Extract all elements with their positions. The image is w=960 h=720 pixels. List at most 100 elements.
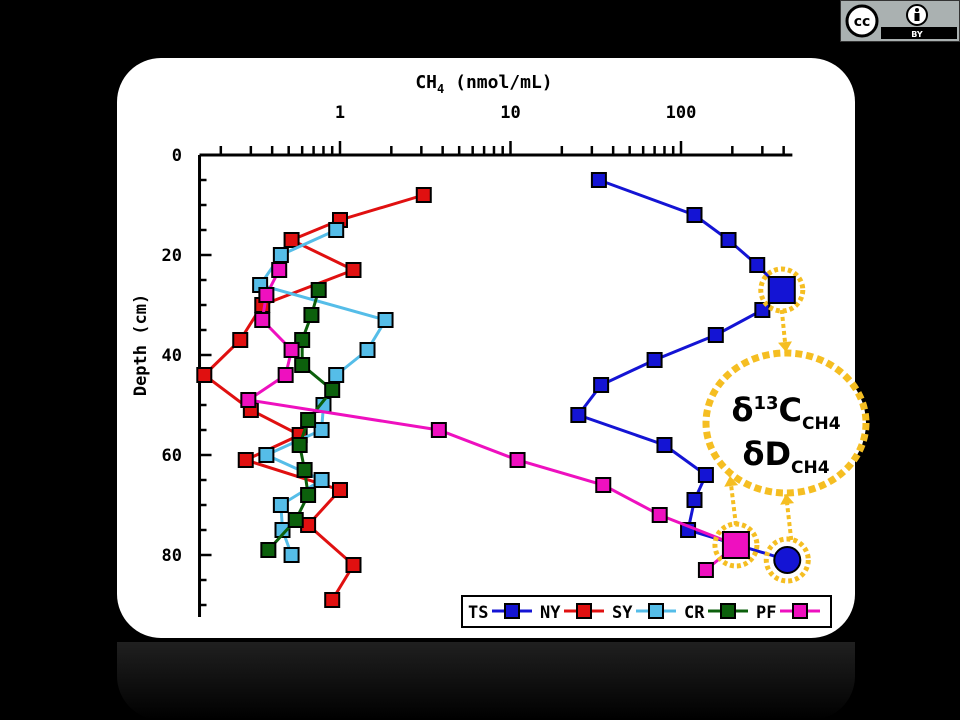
isotope-arrow-head: [780, 494, 795, 505]
data-point: [593, 377, 610, 393]
data-point: [707, 327, 724, 343]
isotope-arrow-head: [724, 476, 739, 487]
legend-marker: [720, 603, 736, 619]
card-reflection: [117, 642, 855, 720]
data-point: [570, 407, 587, 423]
legend-marker: [576, 603, 592, 619]
data-point: [258, 447, 275, 463]
data-point: [656, 437, 673, 453]
data-point: [291, 437, 308, 453]
data-point: [595, 477, 612, 493]
x-axis-title: CH4 (nmol/mL): [415, 72, 552, 96]
data-point: [324, 592, 341, 608]
series-line: [202, 193, 425, 601]
data-point: [258, 287, 275, 303]
legend-label: PF: [756, 603, 776, 623]
data-point: [313, 422, 330, 438]
x-axis-title-unit: (nmol/mL): [444, 72, 552, 93]
data-point: [646, 352, 663, 368]
data-point: [300, 487, 317, 503]
x-tick-label: 1: [335, 103, 345, 123]
data-point: [283, 342, 300, 358]
data-point: [296, 462, 313, 478]
cc-by-icon: cc BY: [843, 3, 957, 39]
data-point: [345, 557, 362, 573]
x-tick-label: 10: [500, 103, 520, 123]
data-point: [430, 422, 447, 438]
data-point: [272, 497, 289, 513]
delta-symbol: δ: [742, 435, 764, 473]
data-point: [240, 392, 257, 408]
data-point: [328, 367, 345, 383]
x-tick-label: 100: [666, 103, 697, 123]
delta-symbol: δ: [731, 391, 753, 429]
data-point: [254, 312, 271, 328]
data-point: [237, 452, 254, 468]
data-point: [196, 367, 213, 383]
data-point: [274, 522, 291, 538]
y-axis-title: Depth (cm): [131, 294, 151, 396]
data-point: [749, 257, 766, 273]
data-point: [328, 222, 345, 238]
series-ny: [196, 187, 432, 608]
data-point: [287, 512, 304, 528]
data-point: [651, 507, 668, 523]
deuterium-symbol: D: [764, 435, 791, 473]
y-tick-label: 80: [162, 546, 182, 566]
data-point: [377, 312, 394, 328]
data-point: [294, 357, 311, 373]
highlight-halo: [763, 536, 811, 584]
isotope-label-carbon: δ13CCH4: [731, 391, 840, 434]
methane-subscript: CH4: [791, 458, 830, 478]
data-point: [300, 412, 317, 428]
legend: TS NY SY CR PF: [461, 595, 832, 628]
highlighted-point: [721, 531, 750, 559]
x-axis-title-main: CH: [415, 72, 437, 93]
isotope-bubble: [702, 349, 870, 497]
data-point: [260, 542, 277, 558]
by-text: BY: [911, 30, 923, 39]
isotope-arrow: [728, 475, 738, 526]
data-point: [303, 307, 320, 323]
x-axis-title-sub: 4: [437, 82, 444, 96]
data-point: [313, 472, 330, 488]
legend-marker: [648, 603, 664, 619]
data-point: [686, 207, 703, 223]
highlight-halo: [758, 266, 806, 314]
data-point: [345, 262, 362, 278]
data-point: [697, 562, 714, 578]
data-point: [324, 382, 341, 398]
cc-by-license-badge: cc BY: [840, 0, 960, 42]
isotope-arrow-head: [778, 341, 792, 352]
data-point: [232, 332, 249, 348]
data-point: [509, 452, 526, 468]
data-point: [697, 467, 714, 483]
data-point: [271, 262, 288, 278]
data-point: [415, 187, 432, 203]
legend-label: CR: [684, 603, 705, 623]
series-sy: [252, 222, 394, 563]
data-point: [590, 172, 607, 188]
data-point: [720, 232, 737, 248]
y-tick-label: 0: [172, 146, 182, 166]
legend-marker: [792, 603, 808, 619]
legend-label: NY: [540, 603, 561, 623]
carbon-symbol: C: [779, 391, 802, 429]
y-tick-label: 40: [162, 346, 182, 366]
y-tick-label: 20: [162, 246, 182, 266]
carbon-isotope-number: 13: [753, 393, 778, 414]
data-point: [332, 482, 348, 498]
y-tick-label: 60: [162, 446, 182, 466]
data-point: [359, 342, 376, 358]
data-point: [686, 492, 703, 508]
isotope-label-deuterium: δDCH4: [742, 435, 829, 478]
highlighted-point: [767, 276, 796, 304]
data-point: [283, 232, 300, 248]
highlighted-point: [773, 546, 802, 574]
series-cr: [260, 282, 341, 558]
data-point: [310, 282, 327, 298]
legend-marker: [504, 603, 520, 619]
methane-subscript: CH4: [802, 414, 841, 434]
data-point: [272, 247, 289, 263]
